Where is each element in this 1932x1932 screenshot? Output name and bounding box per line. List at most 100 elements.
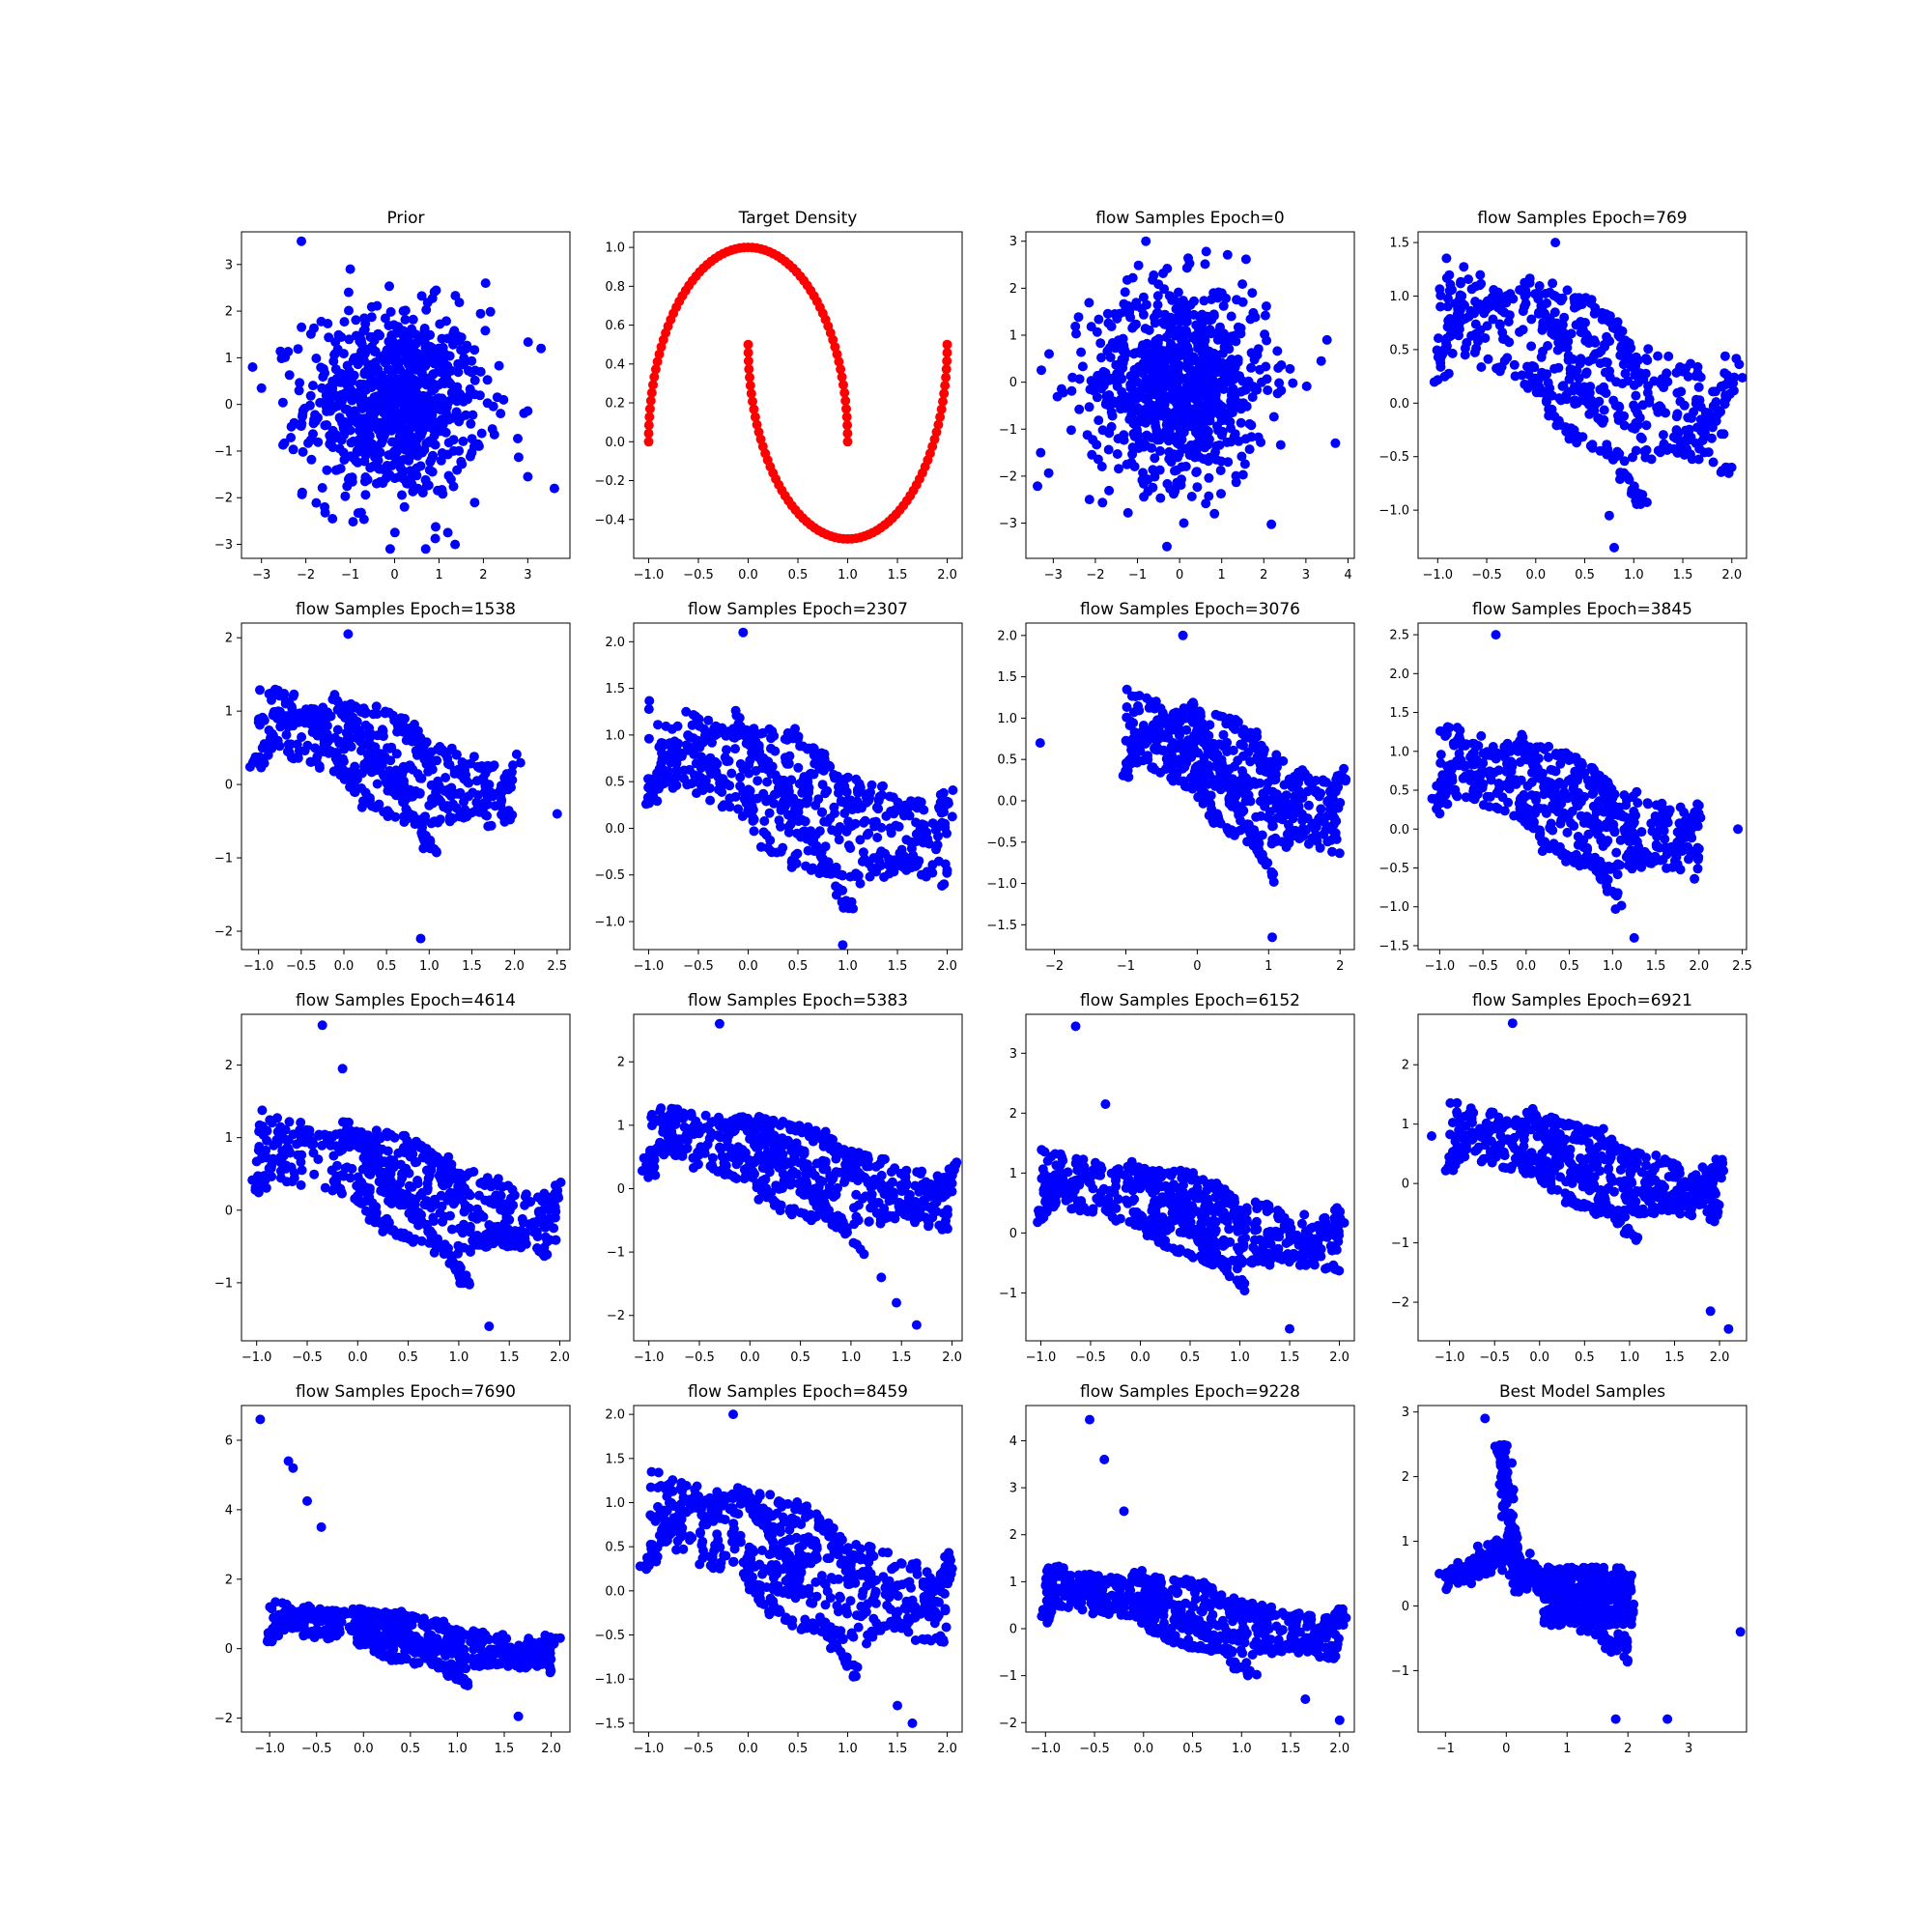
data-point [1450,314,1461,325]
data-point [1044,349,1054,359]
data-point [444,396,454,407]
data-point [415,933,426,944]
data-point [1267,795,1278,805]
data-point [1115,368,1124,379]
data-point [1698,427,1709,438]
x-tick-label: 1.5 [888,568,908,582]
data-point [382,345,392,355]
data-point [415,334,426,345]
data-point [419,444,430,455]
data-point [1531,382,1542,392]
data-point [842,428,853,439]
data-point [1086,322,1096,332]
data-point [437,448,447,458]
data-point [436,455,446,466]
data-point [523,337,533,348]
data-point [1583,338,1594,349]
data-point [365,396,376,407]
data-point [1475,270,1486,280]
data-point [832,827,842,838]
data-point [1139,439,1150,449]
data-point [643,420,654,431]
data-point [834,356,844,367]
x-tick-label: 0.0 [334,959,355,974]
data-point [1037,365,1046,376]
data-point [399,501,410,512]
data-point [1120,344,1129,355]
y-tick-label: −2 [999,469,1017,484]
data-point [1181,263,1192,273]
data-point [436,797,446,807]
data-point [367,366,377,377]
data-point [722,745,731,755]
data-point [356,746,366,756]
data-point [398,466,409,476]
data-point [942,865,952,875]
data-point [937,817,948,828]
data-point [1225,401,1236,411]
data-point [841,412,852,422]
data-point [418,396,429,407]
data-point [878,781,888,791]
data-point [1526,777,1537,787]
data-point [1152,338,1163,349]
x-tick-label: 1.0 [838,568,858,582]
data-point [414,815,425,826]
y-tick-label: −1.0 [594,916,625,930]
data-point [1150,379,1160,389]
data-point [1544,318,1554,328]
data-point [941,372,952,383]
data-point [1233,322,1243,332]
data-point [1250,312,1261,323]
subplot-title: flow Samples Epoch=2307 [688,600,908,619]
data-point [758,788,769,799]
data-point [404,726,414,737]
data-point [461,344,470,355]
data-point [719,800,729,810]
data-point [868,853,879,864]
data-point [384,364,393,375]
data-point [1226,311,1236,322]
data-point [1311,785,1321,796]
y-tick-label: −0.5 [1378,450,1409,465]
data-point [1187,369,1198,380]
data-point [832,349,842,359]
data-point [1240,434,1251,444]
data-point [1198,793,1208,804]
data-point [346,715,356,725]
data-point [519,408,529,418]
data-point [1132,393,1143,404]
data-point [1460,300,1469,310]
data-point [320,368,330,379]
data-point [1690,873,1700,884]
data-point [1599,405,1609,415]
data-point [377,464,386,474]
data-point [329,766,340,777]
data-point [1071,328,1081,339]
data-point [398,455,409,465]
data-point [310,743,321,753]
data-point [1232,295,1242,305]
data-point [1127,272,1138,283]
data-point [1139,492,1150,502]
data-point [1214,739,1225,750]
data-point [745,755,755,766]
data-point [1321,334,1332,345]
data-point [454,811,465,822]
data-point [1172,345,1182,355]
y-tick-label: 1 [225,352,233,366]
data-point [1114,308,1124,319]
data-point [1539,388,1549,398]
data-point [1252,350,1263,360]
data-point [1294,808,1305,818]
data-point [816,807,827,817]
data-point [769,730,780,741]
data-point [382,391,392,402]
data-point [326,395,335,405]
data-point [359,476,370,487]
data-point [1239,384,1250,395]
data-point [1548,278,1558,289]
data-point [1615,468,1626,478]
data-point [351,315,361,326]
data-point [440,349,450,359]
